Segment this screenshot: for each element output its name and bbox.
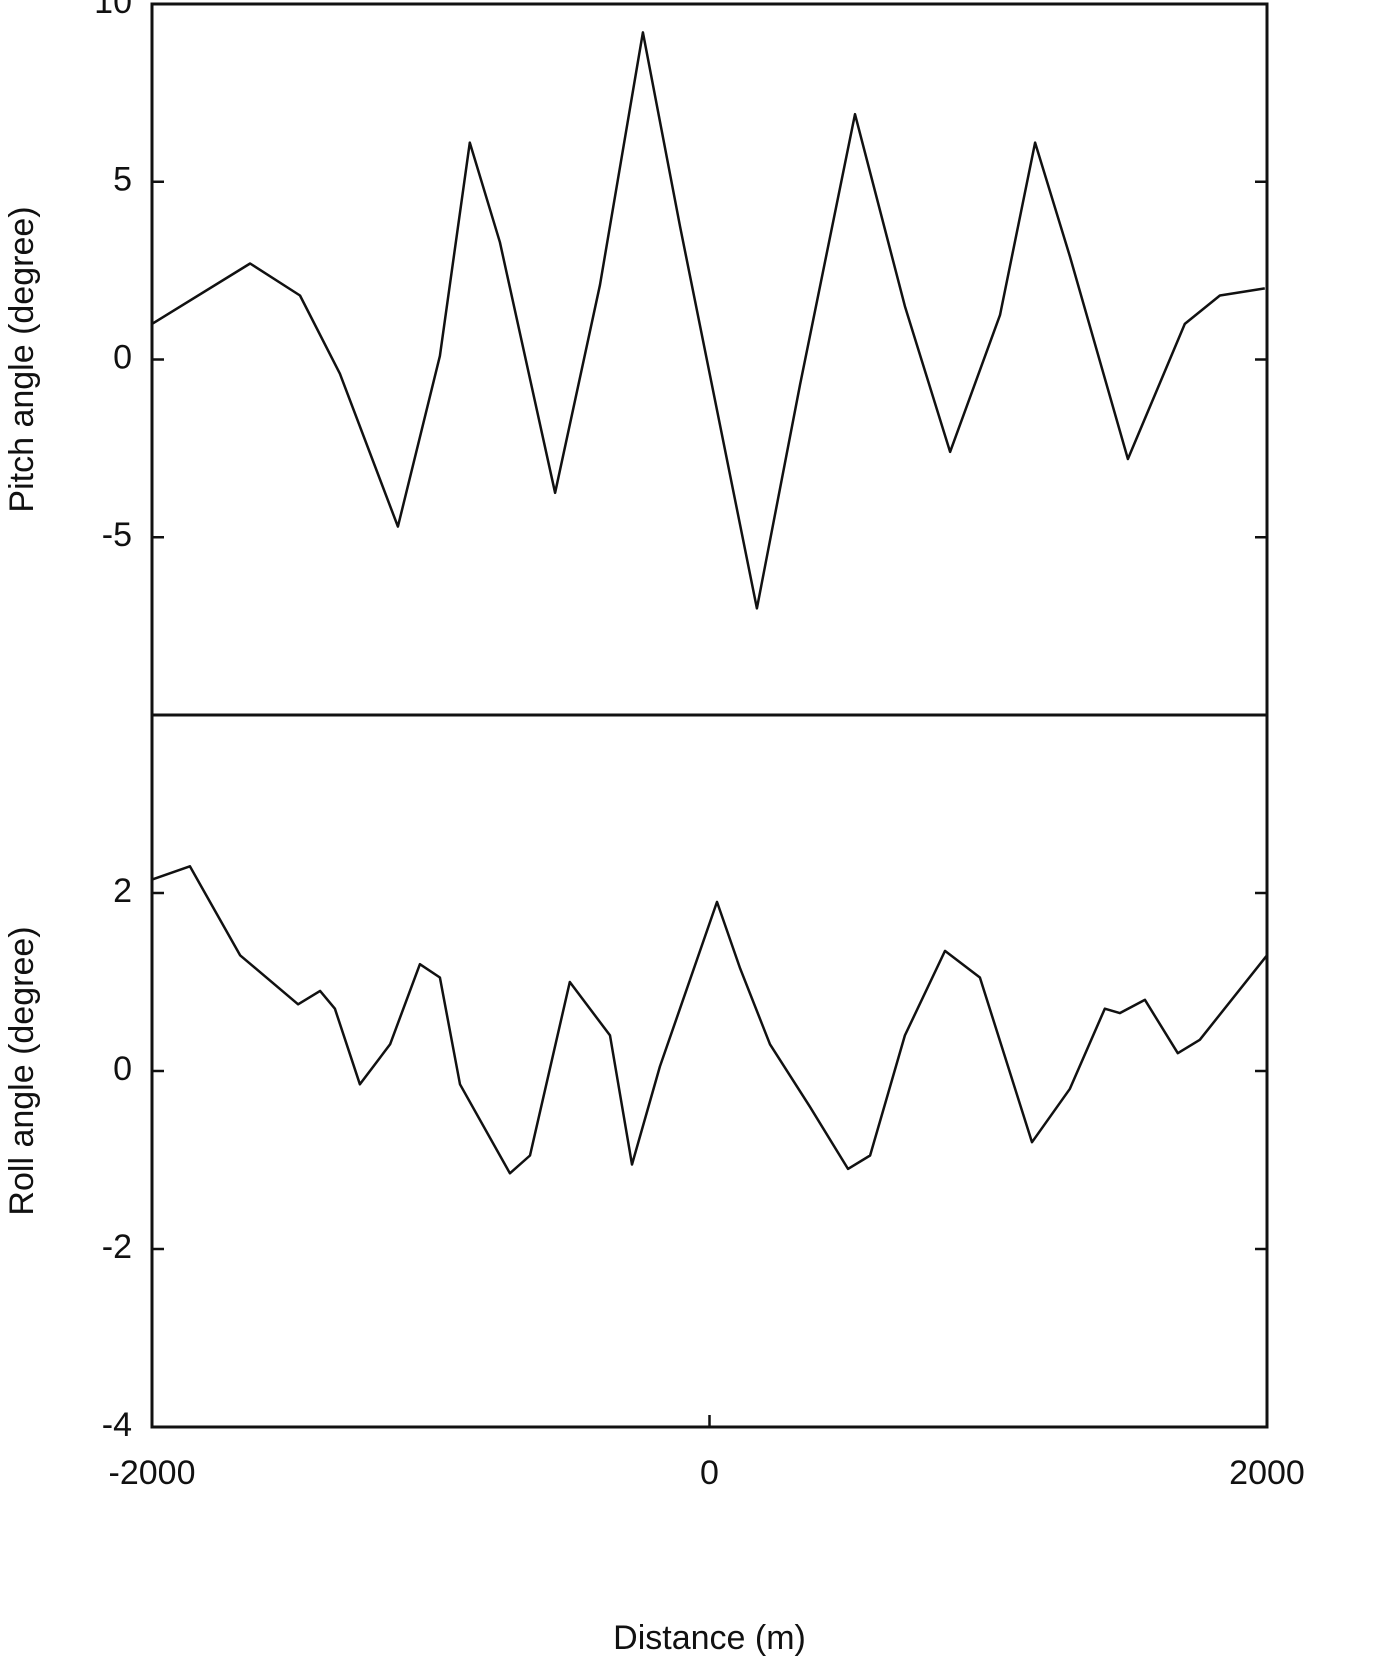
x-tick-label: 2000	[1229, 1454, 1305, 1492]
x-tick-label: 0	[700, 1454, 719, 1492]
plot-frame	[150, 713, 1269, 1429]
y-tick-label: 10	[94, 0, 132, 21]
y-tick-label: 5	[113, 161, 132, 199]
x-axis-label: Distance (m)	[613, 1619, 806, 1657]
x-tick-label: -2000	[109, 1454, 196, 1492]
y-tick-label: 0	[113, 338, 132, 376]
line-series	[151, 31, 1265, 610]
y-axis-label: Pitch angle (degree)	[3, 206, 41, 512]
y-tick-label: -4	[102, 1406, 132, 1444]
y-axis-label: Roll angle (degree)	[3, 926, 41, 1215]
y-tick-label: 0	[113, 1050, 132, 1088]
y-tick-label: -2	[102, 1228, 132, 1266]
y-tick-label: 2	[113, 872, 132, 910]
y-tick-label: -5	[102, 516, 132, 554]
line-series	[151, 865, 1268, 1175]
